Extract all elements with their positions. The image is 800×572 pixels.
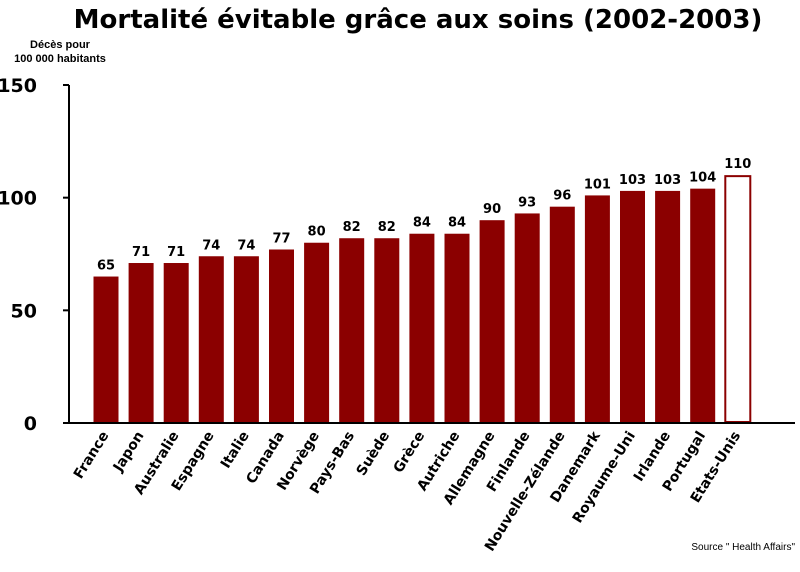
data-label: 96 [553,189,571,204]
data-label: 71 [167,245,185,260]
data-label: 103 [654,173,681,188]
data-label: 80 [308,225,326,240]
data-label: 110 [724,157,751,172]
bar [514,213,540,423]
source-note: Source " Health Affairs" [691,542,795,553]
data-label: 84 [448,216,466,231]
bar [128,263,154,423]
data-label: 103 [619,173,646,188]
bar [655,190,681,423]
x-tick-label: Grèce [391,429,429,476]
data-label: 65 [97,259,115,274]
bar [339,238,365,423]
bar [304,242,330,423]
data-label: 104 [689,171,716,186]
bar [584,195,610,423]
data-label: 93 [518,195,536,210]
y-tick-label: 0 [24,413,37,435]
x-tick-label: Japon [110,429,148,476]
data-label: 71 [132,245,150,260]
bar [233,256,259,423]
bar [620,190,645,423]
bar [409,233,435,423]
x-tick-label: France [71,429,113,482]
data-labels: 65 71 71 74 74 77 80 82 82 84 84 90 93 96 101 103 103 104… [97,157,751,273]
y-tick-label: 50 [11,300,37,322]
data-label: 77 [272,231,290,246]
data-label: 84 [413,216,431,231]
data-label: 82 [378,220,396,235]
y-axis-label-line-2: 100 000 habitants [14,53,106,65]
bar [198,256,224,423]
bar [374,238,400,423]
y-ticks: 0 50 100 150 [0,75,69,435]
bar [724,175,752,423]
bar [549,206,575,423]
bar [444,233,470,423]
data-label: 101 [584,177,611,192]
bar [269,249,294,423]
x-tick-label: Suède [354,429,394,479]
data-label: 74 [237,238,255,253]
chart-title: Mortalité évitable grâce aux soins (2002… [74,5,763,35]
x-tick-label: Italie [218,429,253,472]
bar [163,263,189,423]
bar [690,188,716,423]
bars [93,175,752,423]
y-axis-label-line-1: Décès pour [30,39,91,51]
y-tick-label: 150 [0,75,37,97]
data-label: 90 [483,202,501,217]
data-label: 82 [343,220,361,235]
y-tick-label: 100 [0,188,37,210]
bar [93,276,119,423]
bar [479,220,505,423]
data-label: 74 [202,238,220,253]
